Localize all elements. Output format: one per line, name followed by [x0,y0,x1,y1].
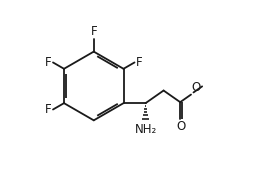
Text: O: O [192,81,201,94]
Text: O: O [176,120,186,133]
Text: F: F [135,56,142,69]
Text: F: F [45,56,52,69]
Text: NH₂: NH₂ [134,123,157,136]
Text: F: F [91,25,97,38]
Text: F: F [45,103,52,116]
